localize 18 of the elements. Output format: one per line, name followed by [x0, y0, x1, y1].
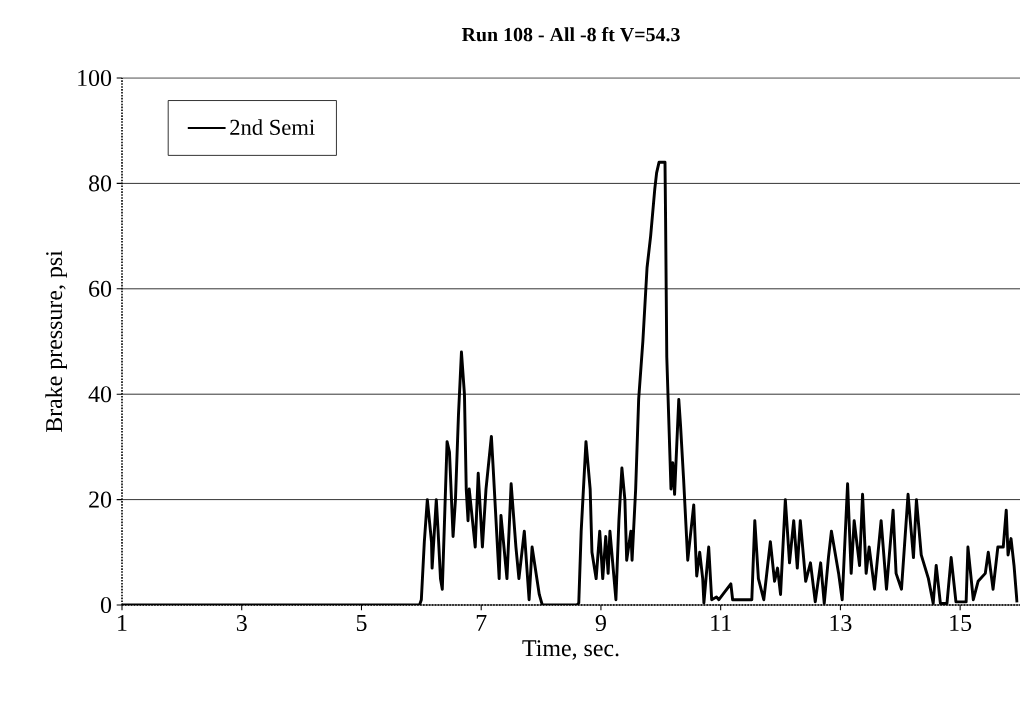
y-tick-label: 60 — [89, 280, 112, 297]
y-tick-label: 40 — [88, 386, 112, 403]
x-tick-label: 5 — [356, 614, 367, 631]
x-axis-title: Time, sec. — [522, 640, 619, 660]
x-tick-label: 15 — [950, 615, 972, 632]
chart-title: Run 108 - All -8 ft V=54.3 — [461, 27, 680, 42]
legend-label: 2nd Semi — [230, 119, 315, 136]
y-tick-label: 20 — [89, 491, 112, 508]
y-axis-title: Brake pressure, psi — [45, 250, 67, 433]
x-tick-label: 3 — [236, 615, 247, 632]
x-tick-label: 11 — [711, 615, 731, 631]
x-tick-label: 9 — [595, 615, 606, 632]
y-tick-label: 0 — [100, 596, 112, 614]
x-tick-label: 1 — [118, 615, 127, 631]
y-tick-label: 100 — [78, 69, 112, 87]
y-tick-label: 80 — [89, 175, 112, 192]
x-tick-label: 13 — [830, 615, 852, 632]
x-tick-label: 7 — [476, 614, 487, 631]
